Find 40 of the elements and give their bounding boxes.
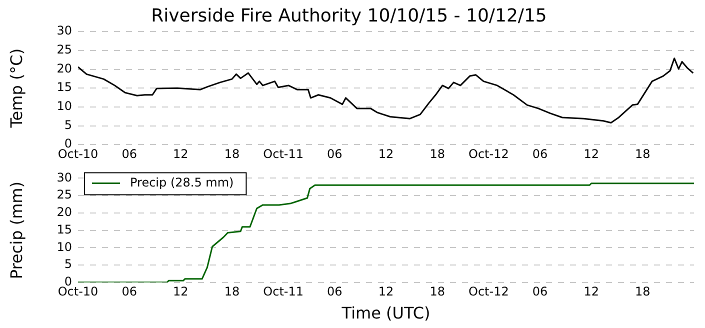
y-tick-label: 10 [56,99,72,114]
y-tick-label: 25 [56,188,72,202]
y-tick-label: 5 [64,257,72,272]
y-tick-label: 30 [56,24,72,38]
x-tick-label: 12 [378,146,394,161]
x-tick-label: 06 [532,284,548,299]
x-tick-label: Oct-12 [468,284,509,299]
y-tick-label: 15 [56,222,72,236]
y-axis-title: Temp (°C) [6,48,26,129]
y-axis-title: Precip (mm) [6,182,26,280]
x-tick-label: 18 [635,146,650,161]
x-tick-label: 12 [584,284,599,299]
y-tick-label: 25 [56,42,72,57]
x-tick-label: 12 [584,146,599,161]
x-tick-label: 18 [430,146,445,161]
chart-title: Riverside Fire Authority 10/10/15 - 10/12/15 [151,5,547,26]
y-tick-label: 5 [64,118,72,132]
x-tick-label: 06 [327,146,342,161]
x-tick-label: 12 [378,284,394,299]
x-tick-label: 18 [224,284,240,299]
x-tick-label: 12 [173,146,188,161]
x-tick-label: 18 [635,284,650,299]
x-tick-label: Oct-11 [263,284,304,299]
x-tick-label: 06 [122,284,137,299]
y-tick-label: 30 [56,170,72,184]
legend-label: Precip (28.5 mm) [130,175,234,190]
x-tick-label: 18 [224,146,240,161]
x-tick-label: 06 [532,146,548,161]
x-tick-label: Oct-11 [263,146,304,161]
y-tick-label: 20 [56,205,72,220]
x-tick-label: Oct-10 [58,284,98,299]
y-tick-label: 10 [56,240,72,254]
x-tick-label: 18 [430,284,445,299]
x-tick-label: 06 [122,146,137,161]
y-tick-label: 20 [56,61,72,76]
x-axis-title: Time (UTC) [340,304,430,323]
x-tick-label: Oct-12 [468,146,509,161]
y-tick-label: 15 [56,80,72,94]
x-tick-label: 06 [327,284,342,299]
x-tick-label: 12 [173,284,188,299]
